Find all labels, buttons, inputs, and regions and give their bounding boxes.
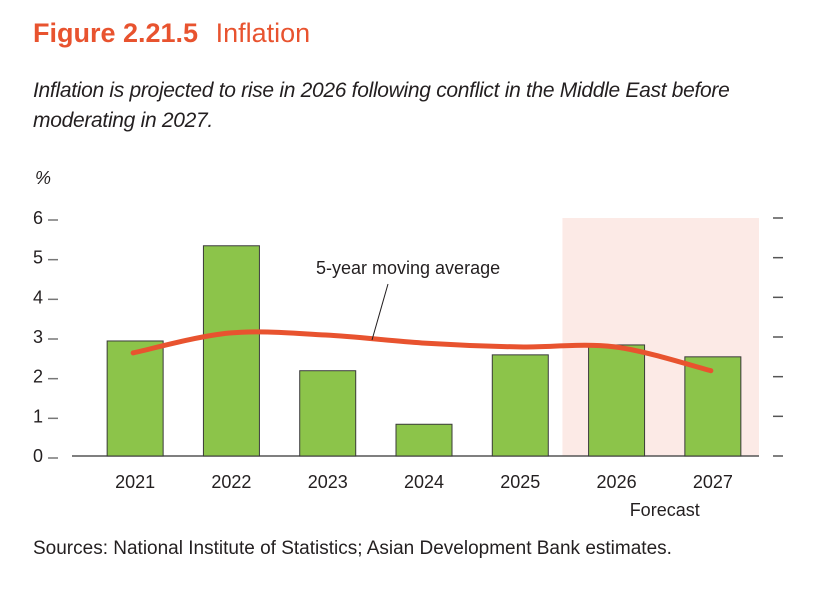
source-note: Sources: National Institute of Statistic… — [33, 538, 672, 559]
bar-2021 — [106, 340, 164, 457]
bar-2023 — [299, 370, 357, 457]
bar-2026 — [588, 344, 646, 457]
forecast-label: Forecast — [630, 500, 700, 520]
inflation-chart: % 0 1 2 3 4 5 6 2021 2022 2023 2024 2025 2026 2027 Fore… — [33, 168, 783, 520]
bar-2025 — [491, 354, 549, 457]
x-tick-label: 2021 — [115, 472, 155, 492]
x-tick-label: 2023 — [308, 472, 348, 492]
y-tick-label: 2 — [33, 367, 43, 387]
y-tick-label: 3 — [33, 327, 43, 347]
x-tick-label: 2022 — [211, 472, 251, 492]
figure-name: Inflation — [215, 18, 311, 48]
y-tick-label: 4 — [33, 287, 43, 307]
figure-number: Figure 2.21.5 — [33, 18, 199, 48]
y-tick-label: 0 — [33, 446, 43, 466]
moving-average-annotation: 5-year moving average — [316, 258, 500, 278]
y-tick-label: 1 — [33, 406, 43, 426]
bar-2027 — [684, 356, 742, 457]
bar-2024 — [395, 423, 453, 457]
figure-title: Figure 2.21.5 Inflation — [33, 18, 310, 49]
y-tick-label: 6 — [33, 208, 43, 228]
figure-subtitle: Inflation is projected to rise in 2026 f… — [33, 79, 730, 132]
x-tick-label: 2024 — [404, 472, 444, 492]
y-tick-label: 5 — [33, 248, 43, 268]
annotation-leader-line — [371, 283, 389, 341]
x-tick-label: 2026 — [597, 472, 637, 492]
x-tick-label: 2025 — [500, 472, 540, 492]
y-axis-unit-label: % — [35, 168, 51, 188]
x-tick-label: 2027 — [693, 472, 733, 492]
bar-2022 — [202, 245, 260, 457]
